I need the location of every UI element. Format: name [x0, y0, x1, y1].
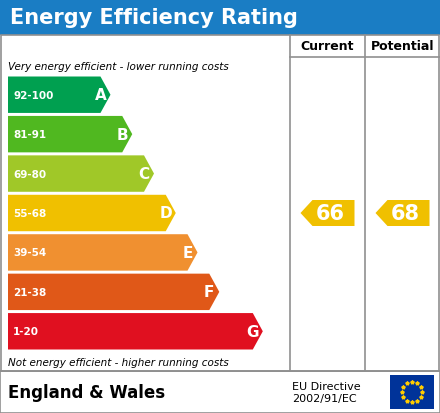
Text: A: A: [95, 88, 106, 103]
Text: 1-20: 1-20: [13, 327, 39, 337]
Text: 66: 66: [316, 204, 345, 223]
Text: 21-38: 21-38: [13, 287, 46, 297]
Text: Very energy efficient - lower running costs: Very energy efficient - lower running co…: [8, 62, 229, 72]
Text: 92-100: 92-100: [13, 90, 53, 100]
Text: Potential: Potential: [371, 40, 434, 53]
Text: 81-91: 81-91: [13, 130, 46, 140]
Text: F: F: [204, 285, 214, 300]
Polygon shape: [8, 313, 263, 350]
Text: England & Wales: England & Wales: [8, 383, 165, 401]
Text: E: E: [182, 245, 193, 260]
Polygon shape: [8, 195, 176, 232]
Text: Energy Efficiency Rating: Energy Efficiency Rating: [10, 8, 298, 28]
Text: 68: 68: [391, 204, 420, 223]
Text: D: D: [159, 206, 172, 221]
Text: G: G: [246, 324, 259, 339]
Polygon shape: [301, 201, 355, 226]
Text: 69-80: 69-80: [13, 169, 46, 179]
Text: Not energy efficient - higher running costs: Not energy efficient - higher running co…: [8, 357, 229, 367]
Text: Current: Current: [301, 40, 354, 53]
Text: 39-54: 39-54: [13, 248, 46, 258]
Text: 55-68: 55-68: [13, 209, 46, 218]
Polygon shape: [8, 116, 132, 153]
FancyBboxPatch shape: [0, 371, 440, 413]
Text: B: B: [117, 127, 128, 142]
Polygon shape: [8, 235, 198, 271]
Text: EU Directive: EU Directive: [292, 381, 361, 391]
Text: C: C: [139, 167, 150, 182]
Polygon shape: [8, 274, 219, 310]
FancyBboxPatch shape: [0, 0, 440, 36]
Polygon shape: [8, 156, 154, 192]
Text: 2002/91/EC: 2002/91/EC: [292, 393, 357, 403]
Polygon shape: [8, 77, 110, 114]
FancyBboxPatch shape: [1, 36, 439, 371]
Polygon shape: [375, 201, 429, 226]
FancyBboxPatch shape: [390, 375, 434, 409]
